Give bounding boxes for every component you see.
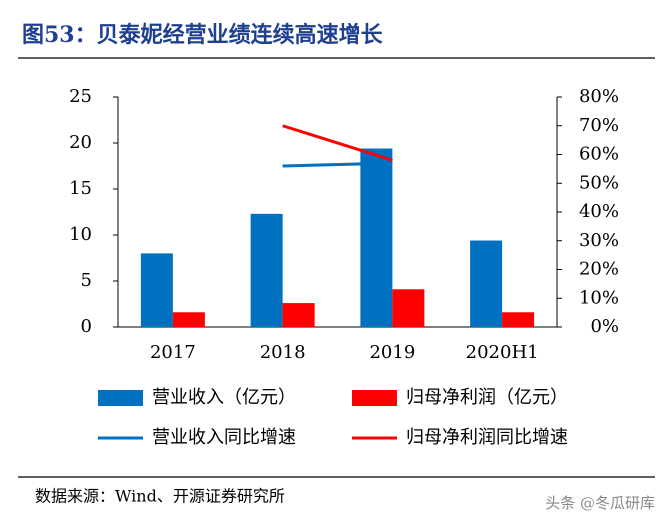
source: 数据来源：Wind、开源证券研究所 [35,487,285,506]
bar [392,289,425,327]
y2-tick-label: 20% [579,259,619,280]
y-tick-label: 20 [69,132,92,153]
y2-tick-label: 70% [579,115,619,136]
legend-label: 归母净利润（亿元） [406,387,568,408]
legend-label: 营业收入同比增速 [152,427,296,448]
bar [140,253,173,327]
bar [470,240,503,327]
y-tick-label: 5 [81,270,92,291]
x-tick-label: 2019 [369,342,415,363]
y-tick-label: 25 [69,86,92,107]
chart-title: 图53：贝泰妮经营业绩连续高速增长 [22,22,384,48]
y-tick-label: 0 [81,316,92,337]
legend-swatch [98,390,143,406]
legend-swatch [352,390,397,406]
x-tick-label: 2018 [260,342,306,363]
x-tick-label: 2020H1 [466,342,539,363]
y2-tick-label: 0% [590,316,619,337]
y-tick-label: 15 [69,178,92,199]
line [282,161,393,168]
y2-tick-label: 50% [579,172,619,193]
line [282,124,393,162]
y2-tick-label: 40% [579,201,619,222]
bar [502,312,535,327]
legend-label: 营业收入（亿元） [152,387,296,408]
legend-label: 归母净利润同比增速 [406,427,568,448]
y2-tick-label: 10% [579,287,619,308]
y-tick-label: 10 [69,224,92,245]
bar [250,213,283,327]
bar [282,303,315,327]
y2-tick-label: 80% [579,86,619,107]
bar [172,312,205,327]
y2-tick-label: 60% [579,144,619,165]
bar [360,148,393,327]
y2-tick-label: 30% [579,230,619,251]
x-tick-label: 2017 [150,342,196,363]
watermark: 头条 @冬瓜研库 [545,494,655,512]
